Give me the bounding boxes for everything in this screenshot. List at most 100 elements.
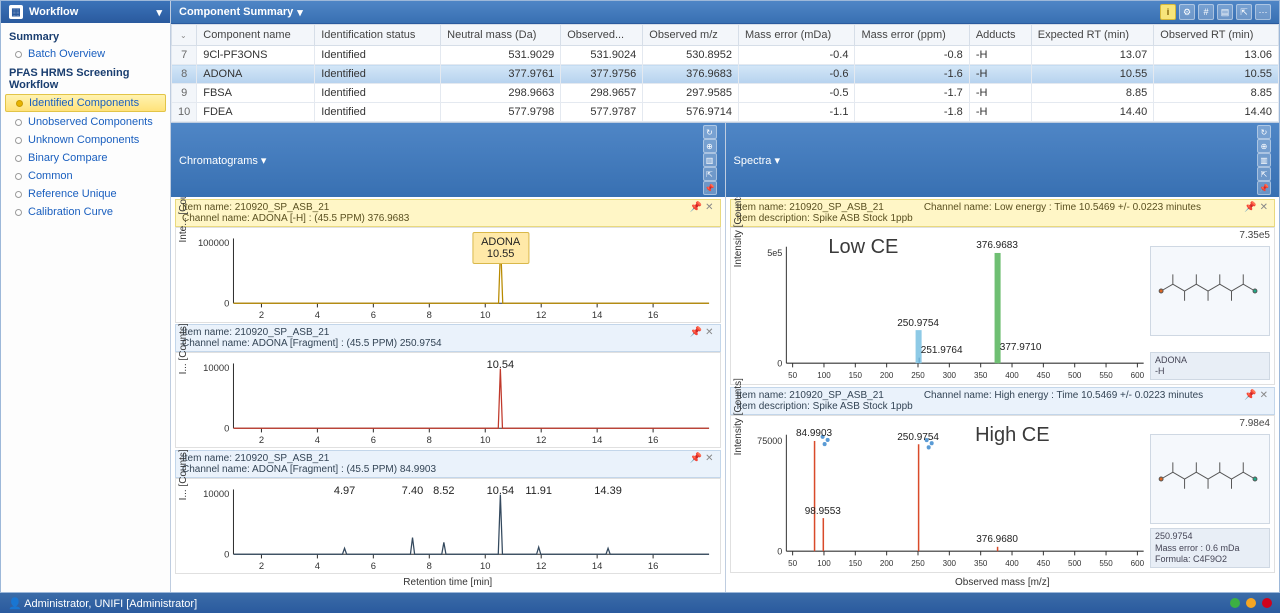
zoom-icon[interactable]: ⊕: [1257, 139, 1271, 153]
cell: 576.9714: [643, 103, 739, 122]
pin-icon[interactable]: 📌 ✕: [690, 202, 714, 224]
cell: -H: [969, 65, 1031, 84]
column-header[interactable]: Component name: [197, 25, 315, 46]
grid-icon[interactable]: #: [1198, 4, 1214, 20]
structure-box: [1150, 434, 1270, 524]
chart-icon[interactable]: ▥: [1257, 153, 1271, 167]
svg-text:10: 10: [480, 309, 490, 320]
cell: 377.9756: [561, 65, 643, 84]
export-icon[interactable]: ⇱: [1257, 167, 1271, 181]
structure-caption: 250.9754Mass error : 0.6 mDaFormula: C4F…: [1150, 528, 1270, 568]
pin-icon[interactable]: 📌 ✕: [690, 327, 714, 349]
cell: -1.1: [738, 103, 854, 122]
chromatograms-panel: Chromatograms ▾ ↻ ⊕ ▥ ⇱ 📌 Item name: 210…: [171, 123, 726, 592]
sidebar-item[interactable]: Identified Components: [5, 94, 166, 112]
sidebar-item[interactable]: Reference Unique: [1, 185, 170, 203]
cell: FDEA: [197, 103, 315, 122]
pin-icon[interactable]: 📌 ✕: [1244, 202, 1268, 224]
status-led: [1230, 598, 1240, 608]
spectrum-info-bar: Item name: 210920_SP_ASB_21Channel name:…: [730, 387, 1276, 415]
table-row[interactable]: 79Cl-PF3ONSIdentified531.9029531.9024530…: [172, 46, 1279, 65]
cell: 531.9029: [441, 46, 561, 65]
sidebar-item[interactable]: Binary Compare: [1, 149, 170, 167]
spectrum-plot[interactable]: 5010015020025030035040045050055060005e5I…: [730, 227, 1276, 385]
svg-text:600: 600: [1130, 371, 1144, 380]
cell: 377.9761: [441, 65, 561, 84]
status-bar: 👤 Administrator, UNIFI [Administrator]: [0, 593, 1280, 613]
sidebar-item[interactable]: Common: [1, 167, 170, 185]
y-axis-label: I... [Counts]: [178, 324, 189, 375]
svg-text:200: 200: [879, 559, 893, 568]
svg-text:2: 2: [259, 560, 264, 571]
column-header[interactable]: Observed...: [561, 25, 643, 46]
chromatogram-plot[interactable]: 246810121416010000I... [Counts]10.54: [175, 352, 721, 448]
table-icon[interactable]: ▤: [1217, 4, 1233, 20]
export-icon[interactable]: ⇱: [1236, 4, 1252, 20]
gear-icon[interactable]: ⚙: [1179, 4, 1195, 20]
svg-text:350: 350: [973, 371, 987, 380]
y-axis-label: Inte... [Counts]: [178, 197, 189, 243]
chevron-down-icon[interactable]: ▾: [156, 6, 162, 19]
table-body: 79Cl-PF3ONSIdentified531.9029531.9024530…: [172, 46, 1279, 122]
cell: -H: [969, 84, 1031, 103]
bullet-icon: [15, 155, 22, 162]
column-header[interactable]: Adducts: [969, 25, 1031, 46]
column-header[interactable]: Mass error (ppm): [855, 25, 969, 46]
cell: 531.9024: [561, 46, 643, 65]
spectra-title: Spectra: [734, 155, 772, 167]
component-table-wrap: ⌄Component nameIdentification statusNeut…: [171, 24, 1279, 123]
sidebar-item[interactable]: Unknown Components: [1, 131, 170, 149]
refresh-icon[interactable]: ↻: [703, 125, 717, 139]
cell: 8.85: [1031, 84, 1154, 103]
table-row[interactable]: 8ADONAIdentified377.9761377.9756376.9683…: [172, 65, 1279, 84]
chromatogram-plot[interactable]: 2468101214160100000Inte... [Counts]ADONA…: [175, 227, 721, 323]
cell: 530.8952: [643, 46, 739, 65]
table-row[interactable]: 10FDEAIdentified577.9798577.9787576.9714…: [172, 103, 1279, 122]
sidebar-item[interactable]: Batch Overview: [1, 45, 170, 63]
dropdown-icon[interactable]: ▾: [297, 6, 303, 19]
export-icon[interactable]: ⇱: [703, 167, 717, 181]
cell: 297.9585: [643, 84, 739, 103]
info-icon[interactable]: i: [1160, 4, 1176, 20]
chart-icon[interactable]: ▥: [703, 153, 717, 167]
spec-x-axis-label: Observed mass [m/z]: [726, 575, 1280, 592]
column-header[interactable]: Identification status: [315, 25, 441, 46]
cell: -H: [969, 46, 1031, 65]
zoom-icon[interactable]: ⊕: [703, 139, 717, 153]
mz-label: 376.9680: [976, 534, 1018, 545]
pin-icon[interactable]: 📌 ✕: [1244, 390, 1268, 412]
column-header[interactable]: Mass error (mDa): [738, 25, 854, 46]
svg-text:0: 0: [777, 358, 782, 368]
sidebar-item[interactable]: Unobserved Components: [1, 113, 170, 131]
chromatogram-plot[interactable]: 246810121416010000I... [Counts]4.977.408…: [175, 478, 721, 574]
sidebar-header[interactable]: ▦ Workflow ▾: [1, 1, 170, 23]
svg-text:12: 12: [536, 434, 546, 445]
column-header[interactable]: Observed RT (min): [1154, 25, 1279, 46]
peak-label: 10.54: [487, 359, 515, 371]
column-header[interactable]: Neutral mass (Da): [441, 25, 561, 46]
sidebar-item[interactable]: Calibration Curve: [1, 203, 170, 221]
svg-text:16: 16: [648, 434, 658, 445]
refresh-icon[interactable]: ↻: [1257, 125, 1271, 139]
workflow-icon: ▦: [9, 5, 23, 19]
svg-text:2: 2: [259, 434, 264, 445]
more-icon[interactable]: ⋯: [1255, 4, 1271, 20]
pin-icon[interactable]: 📌 ✕: [690, 453, 714, 475]
column-header[interactable]: Expected RT (min): [1031, 25, 1154, 46]
table-row[interactable]: 9FBSAIdentified298.9663298.9657297.9585-…: [172, 84, 1279, 103]
svg-text:500: 500: [1067, 559, 1081, 568]
pin-icon[interactable]: 📌: [1257, 181, 1271, 195]
dropdown-icon[interactable]: ▾: [261, 155, 267, 167]
component-summary-header[interactable]: Component Summary ▾ i ⚙ # ▤ ⇱ ⋯: [171, 1, 1279, 24]
chromatograms-header[interactable]: Chromatograms ▾ ↻ ⊕ ▥ ⇱ 📌: [171, 123, 725, 197]
spectrum-plot[interactable]: 5010015020025030035040045050055060007500…: [730, 415, 1276, 573]
spectra-header[interactable]: Spectra ▾ ↻ ⊕ ▥ ⇱ 📌: [726, 123, 1280, 197]
column-header[interactable]: Observed m/z: [643, 25, 739, 46]
overlay-annotation: High CE: [975, 424, 1049, 447]
pin-icon[interactable]: 📌: [703, 181, 717, 195]
svg-text:8: 8: [427, 560, 432, 571]
dropdown-icon[interactable]: ▾: [774, 155, 780, 167]
cell: Identified: [315, 103, 441, 122]
svg-text:16: 16: [648, 560, 658, 571]
svg-text:0: 0: [224, 548, 229, 559]
